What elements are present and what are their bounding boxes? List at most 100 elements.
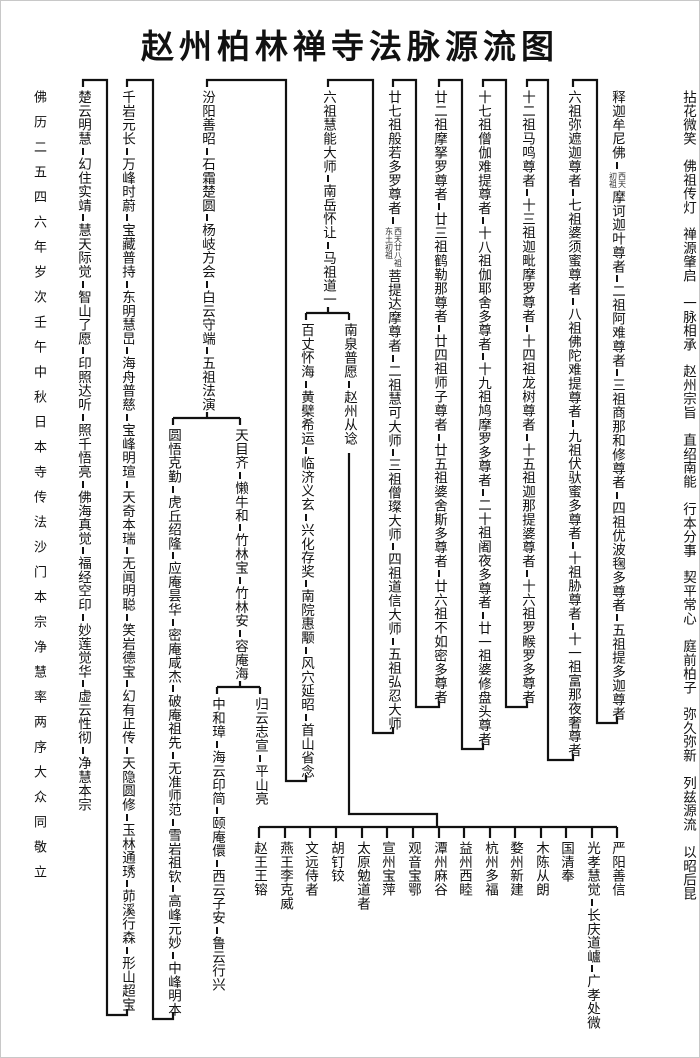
lineage-master: 益州西睦 bbox=[456, 841, 472, 897]
lineage-master: 归云志宣 bbox=[252, 697, 268, 753]
succession-bar bbox=[125, 747, 129, 755]
lineage-master: 颐庵儇 bbox=[209, 816, 225, 859]
succession-bar bbox=[125, 880, 129, 888]
lineage-master: 十六祖罗睺罗多尊者 bbox=[519, 578, 535, 704]
succession-bar bbox=[437, 569, 441, 577]
succession-bar bbox=[81, 414, 85, 422]
succession-bar bbox=[571, 419, 575, 427]
succession-bar bbox=[304, 713, 308, 721]
patriarch-note: 西天 初祖 bbox=[609, 171, 627, 188]
lineage-master: 西云子安 bbox=[209, 869, 225, 925]
verse-phrase: 佛祖传灯 bbox=[680, 158, 696, 215]
lineage-master: 长庆道㠠 bbox=[584, 907, 600, 964]
lineage-column-huineng: 六祖慧能大师 南岳怀让 马祖道一 bbox=[320, 90, 336, 307]
lineage-master: 风穴延昭 bbox=[298, 656, 314, 712]
succession-bar bbox=[326, 242, 330, 250]
succession-bar bbox=[238, 629, 242, 637]
lineage-master: 杭州多福 bbox=[482, 841, 498, 897]
lineage-master: 国清奉 bbox=[558, 841, 574, 883]
succession-bar bbox=[205, 214, 209, 222]
verse-phrase: 一脉相承 bbox=[680, 295, 696, 352]
succession-bar bbox=[437, 433, 441, 441]
succession-bar bbox=[304, 580, 308, 588]
lineage-column-zz5: 婺州新建 bbox=[507, 841, 523, 897]
lineage-master: 虎丘绍隆 bbox=[165, 494, 181, 551]
succession-bar bbox=[171, 885, 175, 893]
lineage-column-zz6: 杭州多福 bbox=[482, 841, 498, 897]
lineage-master: 天奇本瑞 bbox=[119, 489, 135, 546]
lineage-master: 懒牛和 bbox=[232, 480, 248, 523]
succession-bar bbox=[81, 547, 85, 555]
succession-bar bbox=[81, 747, 85, 755]
succession-bar bbox=[391, 543, 395, 551]
lineage-master: 千岩元长 bbox=[119, 90, 135, 146]
lineage-master: 十八祖伽耶舍多尊者 bbox=[475, 226, 491, 352]
lineage-column-zz7: 益州西睦 bbox=[456, 841, 472, 897]
lineage-master: 五祖法演 bbox=[199, 356, 215, 413]
lineage-master: 四祖道信大师 bbox=[385, 552, 401, 636]
lineage-master: 鲁云行兴 bbox=[209, 935, 225, 992]
succession-bar bbox=[171, 552, 175, 560]
lineage-master: 九祖伏驮蜜多尊者 bbox=[565, 428, 581, 541]
lineage-master: 文远侍者 bbox=[302, 841, 318, 897]
lineage-master: 雪岩祖钦 bbox=[165, 827, 181, 884]
succession-bar bbox=[125, 480, 129, 488]
lineage-column-fenyang: 汾阳善昭 石霜楚圆 杨岐方会 白云守端 五祖法演 bbox=[199, 90, 215, 412]
lineage-master: 十四祖龙树尊者 bbox=[519, 334, 535, 432]
succession-bar bbox=[615, 274, 619, 282]
succession-bar bbox=[481, 217, 485, 225]
lineage-master: 燕王李克威 bbox=[277, 841, 293, 911]
lineage-master: 万峰时蔚 bbox=[119, 156, 135, 213]
lineage-master: 二祖阿难尊者 bbox=[609, 283, 625, 368]
succession-bar bbox=[481, 353, 485, 361]
succession-bar bbox=[238, 471, 242, 479]
succession-bar bbox=[525, 325, 529, 333]
lineage-master: 幻有正传 bbox=[119, 689, 135, 746]
lineage-master: 三祖僧璨大师 bbox=[385, 457, 401, 542]
lineage-master: 六祖慧能大师 bbox=[320, 90, 336, 174]
succession-bar bbox=[125, 414, 129, 422]
note-text: 西天 bbox=[617, 171, 627, 188]
lineage-master: 木陈从朗 bbox=[533, 841, 549, 897]
lineage-master: 十五祖迦那提婆尊者 bbox=[519, 442, 535, 568]
lineage-column-zz4: 木陈从朗 bbox=[533, 841, 549, 897]
lineage-master: 十七祖僧伽难提尊者 bbox=[475, 90, 491, 216]
succession-bar bbox=[171, 618, 175, 626]
succession-bar bbox=[81, 480, 85, 488]
lineage-master: 慧天际觉 bbox=[75, 223, 91, 279]
verse-phrase: 以昭后昆 bbox=[680, 844, 696, 901]
lineage-master: 廿七祖般若多罗尊者 bbox=[385, 90, 401, 216]
succession-bar bbox=[481, 611, 485, 619]
lineage-master: 汾阳善昭 bbox=[199, 90, 215, 146]
lineage-column-zz15: 赵王王镕 bbox=[251, 841, 267, 897]
lineage-master: 五祖提多迦尊者 bbox=[609, 622, 625, 721]
succession-bar bbox=[437, 325, 441, 333]
verse-phrase: 禅源肇启 bbox=[680, 227, 696, 283]
lineage-master: 应庵昙华 bbox=[165, 561, 181, 617]
lineage-master: 六祖弥遮迦尊者 bbox=[565, 90, 581, 188]
patriarch-note: 西天廿八祖 东土初祖 bbox=[385, 227, 403, 268]
lineage-column-p6: 六祖弥遮迦尊者 七祖婆须蜜尊者 八祖佛陀难提尊者 九祖伏驮蜜多尊者 十祖胁尊者 十一祖富那… bbox=[565, 90, 581, 757]
lineage-column-zz11: 太原勉道者 bbox=[354, 841, 370, 911]
lineage-master: 十三祖迦毗摩罗尊者 bbox=[519, 198, 535, 324]
lineage-master: 玉林通琇 bbox=[119, 822, 135, 879]
lineage-master: 潭州麻谷 bbox=[431, 841, 447, 897]
note-text: 西天廿八祖 bbox=[393, 227, 403, 268]
lineage-master: 圆悟克勤 bbox=[165, 428, 181, 484]
succession-bar bbox=[391, 448, 395, 456]
succession-bar bbox=[81, 613, 85, 621]
succession-bar bbox=[215, 926, 219, 934]
lineage-master: 容庵海 bbox=[232, 638, 248, 681]
succession-bar bbox=[205, 147, 209, 155]
succession-bar bbox=[571, 189, 575, 197]
lineage-master: 十九祖鸠摩罗多尊者 bbox=[475, 362, 491, 488]
succession-bar bbox=[391, 217, 395, 225]
succession-bar bbox=[391, 637, 395, 645]
lineage-column-zz9: 观音宝鄂 bbox=[405, 841, 421, 897]
lineage-master: 广孝处微 bbox=[584, 974, 600, 1030]
succession-bar bbox=[205, 347, 209, 355]
succession-bar bbox=[125, 214, 129, 222]
succession-bar bbox=[571, 297, 575, 305]
lineage-master: 妙莲觉华 bbox=[75, 622, 91, 679]
lineage-column-p12: 十二祖马鸣尊者 十三祖迦毗摩罗尊者 十四祖龙树尊者 十五祖迦那提婆尊者 十六祖罗睺罗多尊… bbox=[519, 90, 535, 704]
